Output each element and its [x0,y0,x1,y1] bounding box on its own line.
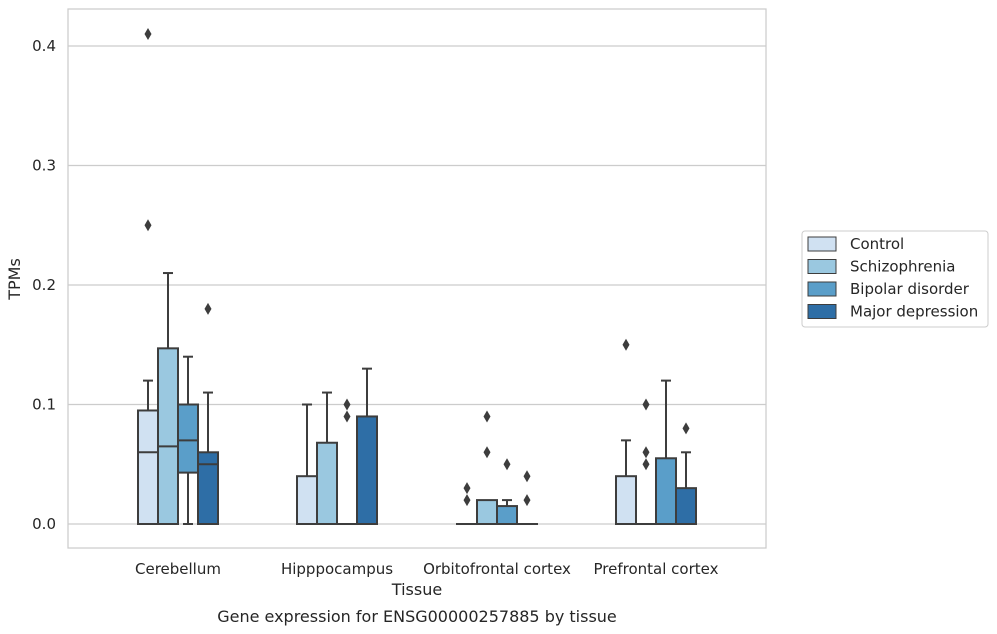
legend: Control Schizophrenia Bipolar disorder Majo… [801,230,989,328]
box-rect [496,505,518,526]
legend-label: Bipolar disorder [850,280,970,298]
outlier-point [642,458,650,471]
outlier-point [523,494,531,507]
box-0-2 [177,355,199,525]
box-groups [137,28,697,526]
y-tick-labels: 0.0 0.1 0.2 0.3 0.4 [32,37,56,533]
plot-area-frame [67,8,767,549]
box-rect [615,475,637,526]
outlier-point [483,410,491,423]
box-rect [316,441,338,525]
box-rect [675,487,697,525]
box-2-3 [516,470,538,526]
box-3-0 [615,338,637,526]
outlier-point [343,398,351,411]
box-2-1 [476,410,498,526]
outlier-point [204,302,212,315]
outlier-point [642,398,650,411]
outlier-point [463,482,471,495]
y-tick-label: 0.1 [32,396,56,414]
box-rect [197,451,219,525]
box-rect [137,409,159,526]
box-2-0 [456,482,478,526]
legend-label: Schizophrenia [850,258,955,276]
legend-swatch [807,281,837,297]
legend-frame [801,230,989,328]
box-1-2 [336,398,358,526]
x-tick-labels: Cerebellum Hipppocampus Orbitofrontal cort… [135,560,719,578]
outlier-point [503,458,511,471]
chart-caption: Gene expression for ENSG00000257885 by t… [217,607,617,626]
legend-swatch [807,236,837,252]
outlier-point [682,422,690,435]
outlier-point [523,470,531,483]
outlier-point [144,28,152,41]
box-rect [296,475,318,526]
box-rect [655,457,677,525]
box-1-1 [316,391,338,525]
box-rect [476,499,498,526]
box-0-3 [197,302,219,525]
box-rect [177,403,199,474]
legend-swatch [807,259,837,274]
outlier-point [343,410,351,423]
legend-swatch [807,304,837,319]
box-2-2 [496,458,518,526]
outlier-point [642,446,650,459]
outlier-point [622,338,630,351]
legend-label: Major depression [850,303,978,321]
x-tick-label: Hipppocampus [281,560,393,578]
y-tick-label: 0.2 [32,276,56,294]
y-axis-label: TPMs [5,258,24,301]
outlier-point [483,446,491,459]
x-tick-label: Orbitofrontal cortex [423,560,571,578]
x-tick-label: Cerebellum [135,560,221,578]
y-tick-label: 0.3 [32,157,56,175]
box-rect [157,347,179,525]
box-0-0 [137,28,159,526]
x-tick-label: Prefrontal cortex [594,560,719,578]
x-axis-label: Tissue [391,580,442,599]
box-rect [356,415,378,526]
box-3-3 [675,422,697,525]
box-1-3 [356,367,378,526]
box-3-1 [635,398,657,526]
y-tick-label: 0.4 [32,37,56,55]
y-tick-label: 0.0 [32,515,56,533]
legend-label: Control [850,235,904,253]
outlier-point [144,219,152,232]
outlier-point [463,494,471,507]
